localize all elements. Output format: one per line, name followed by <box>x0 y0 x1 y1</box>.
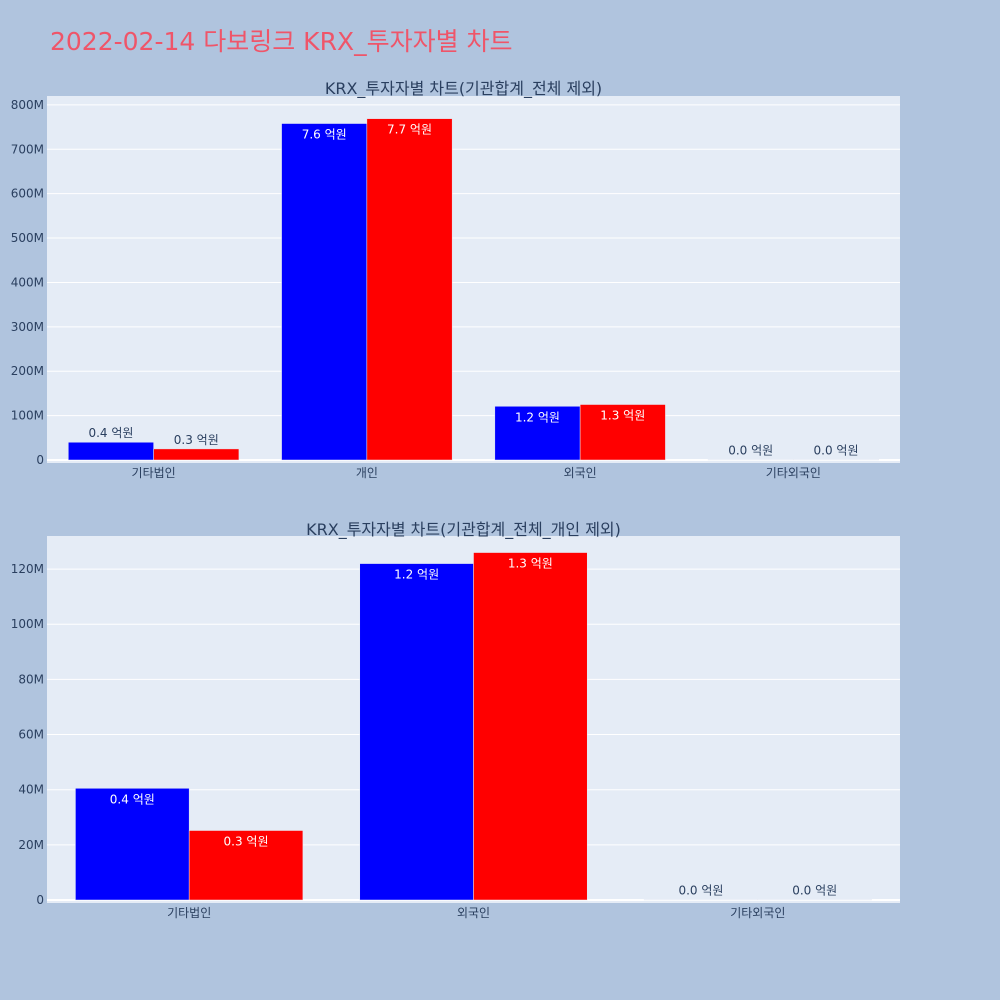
y-tick-label: 120M <box>11 562 44 576</box>
data-label: 0.0 억원 <box>792 884 837 898</box>
data-label: 0.0 억원 <box>678 884 723 898</box>
bar <box>359 563 474 901</box>
y-tick-label: 100M <box>11 617 44 631</box>
x-tick-label: 기타외국인 <box>766 466 821 480</box>
y-tick-label: 60M <box>18 728 44 742</box>
y-tick-label: 200M <box>11 364 44 378</box>
plot-area <box>47 96 900 463</box>
data-label: 7.7 억원 <box>387 123 432 137</box>
y-tick-label: 700M <box>11 142 44 156</box>
bar <box>68 441 154 461</box>
chart-overall: 0 100M 200M 300M 400M 500M 600M 700M 800M KRX_투자자… <box>11 79 900 480</box>
data-label: 1.3 억원 <box>508 557 553 571</box>
data-label: 0.0 억원 <box>814 444 859 458</box>
y-tick-label: 500M <box>11 231 44 245</box>
x-tick-label: 기타법인 <box>132 466 176 480</box>
data-label: 0.3 억원 <box>174 433 219 447</box>
bar <box>757 899 872 901</box>
x-tick-label: 기타외국인 <box>730 906 785 920</box>
y-tick-label: 100M <box>11 409 44 423</box>
bar <box>643 899 759 901</box>
page-title: 2022-02-14 다보링크 KRX_투자자별 차트 <box>50 27 513 56</box>
bar <box>579 404 666 461</box>
bar <box>153 448 240 461</box>
bar <box>75 788 190 901</box>
x-tick-label: 개인 <box>356 466 378 480</box>
bar <box>281 123 368 461</box>
chart-excluding-individual: 0 20M 40M 60M 80M 100M 120M KRX_투자자별 차트(기관합계_전체… <box>11 520 900 920</box>
y-tick-label: 800M <box>11 98 44 112</box>
data-label: 0.0 억원 <box>728 444 773 458</box>
y-tick-label: 400M <box>11 275 44 289</box>
y-tick-label: 0 <box>36 453 44 467</box>
chart-title: KRX_투자자별 차트(기관합계_전체_개인 제외) <box>306 520 621 540</box>
x-tick-label: 외국인 <box>457 906 490 920</box>
bar <box>188 830 304 901</box>
bar <box>366 118 453 461</box>
data-label: 1.2 억원 <box>394 568 439 582</box>
bar <box>473 552 588 901</box>
y-tick-label: 0 <box>36 893 44 907</box>
y-tick-label: 80M <box>18 672 44 686</box>
data-label: 7.6 억원 <box>302 128 347 142</box>
data-label: 0.3 억원 <box>224 835 269 849</box>
chart-title: KRX_투자자별 차트(기관합계_전체 제외) <box>325 79 602 99</box>
bar <box>707 459 794 461</box>
y-tick-label: 600M <box>11 187 44 201</box>
bar <box>793 459 879 461</box>
x-tick-label: 기타법인 <box>167 906 211 920</box>
data-label: 1.2 억원 <box>515 410 560 424</box>
y-tick-label: 40M <box>18 783 44 797</box>
y-tick-label: 300M <box>11 320 44 334</box>
data-label: 0.4 억원 <box>88 426 133 440</box>
bar <box>494 406 581 461</box>
x-tick-label: 외국인 <box>564 466 597 480</box>
data-label: 1.3 억원 <box>600 409 645 423</box>
data-label: 0.4 억원 <box>110 792 155 806</box>
y-tick-label: 20M <box>18 838 44 852</box>
